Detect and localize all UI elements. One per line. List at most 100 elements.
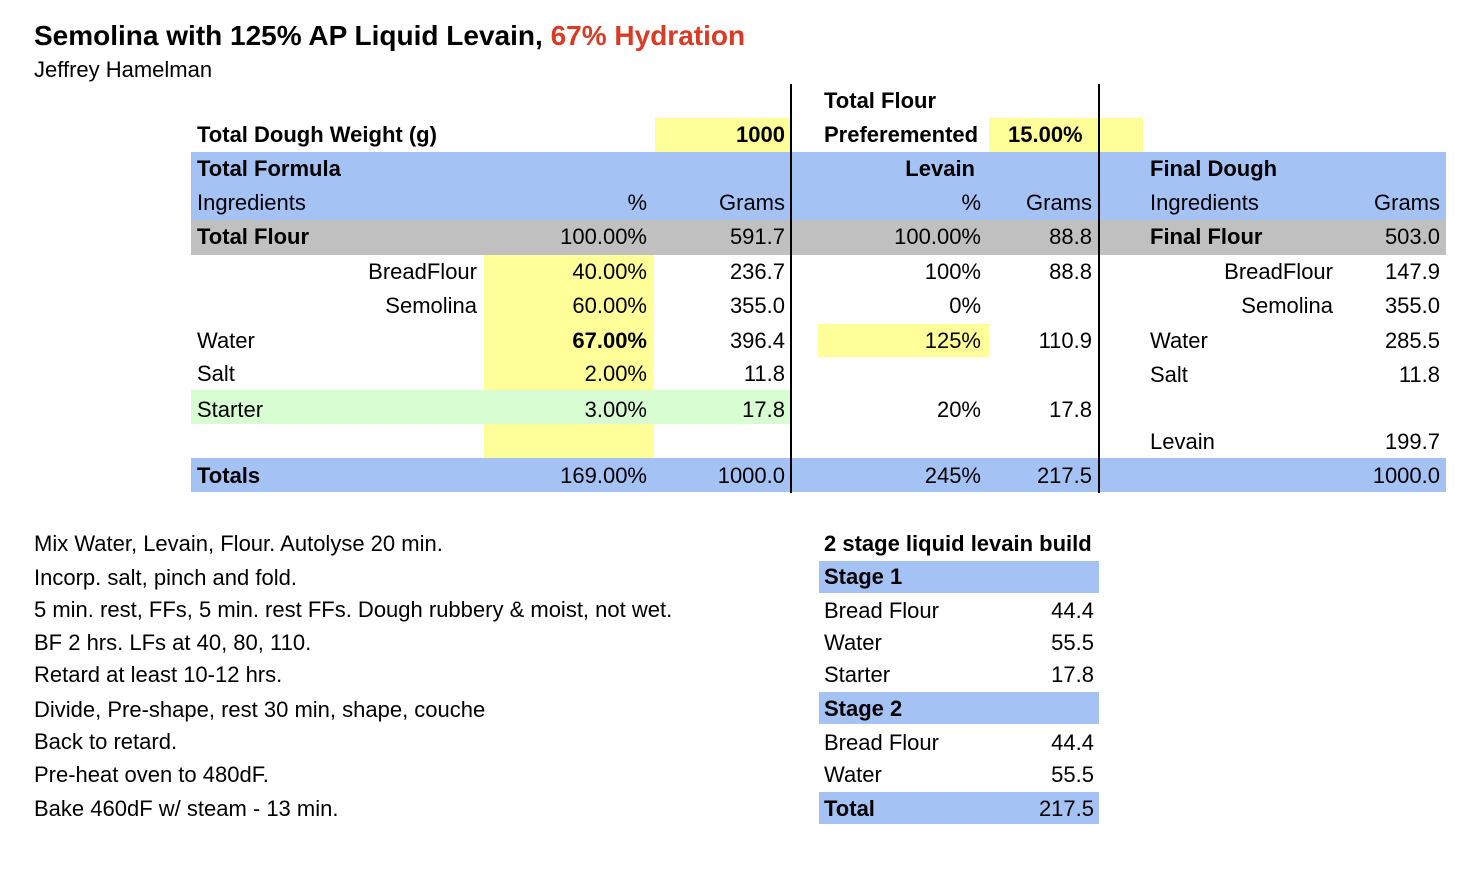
tf-grams: 11.8 xyxy=(743,361,785,386)
tf-pct[interactable]: 2.00% xyxy=(584,361,647,386)
build-value: 55.5 xyxy=(1051,762,1094,787)
dough-weight-input-bg xyxy=(655,118,790,152)
instruction-step: BF 2 hrs. LFs at 40, 80, 110. xyxy=(34,630,312,655)
instruction-step: Back to retard. xyxy=(34,729,178,754)
tf-pct[interactable]: 67.00% xyxy=(572,328,647,353)
build-row: Water 55.5 xyxy=(824,759,1094,791)
fd-grams: 285.5 xyxy=(1384,328,1440,353)
header-band xyxy=(191,152,1446,220)
build-total-value: 217.5 xyxy=(1038,796,1094,821)
totals-band xyxy=(191,458,1446,492)
fd-name: Levain xyxy=(1150,429,1215,454)
total-flour-band xyxy=(191,220,1446,255)
lv-pct: 20% xyxy=(936,397,981,422)
divider-levain xyxy=(790,84,792,493)
page-title: Semolina with 125% AP Liquid Levain, 67%… xyxy=(34,18,745,54)
dough-weight-value[interactable]: 1000 xyxy=(736,122,785,147)
lv-grams: 17.8 xyxy=(1049,397,1092,422)
final-col-grams: Grams xyxy=(1374,190,1440,215)
fd-grams: 199.7 xyxy=(1384,429,1440,454)
tf-pct: 100.00% xyxy=(560,224,647,249)
build-name: Bread Flour xyxy=(824,730,939,755)
tf-name: Water xyxy=(197,328,255,353)
levain-col-grams: Grams xyxy=(1026,190,1092,215)
hydration-title: 67% Hydration xyxy=(550,20,746,51)
tf-totals-grams: 1000.0 xyxy=(717,463,785,488)
fd-name: Water xyxy=(1150,328,1208,353)
tf-name: Total Flour xyxy=(197,224,310,249)
tf-name: Semolina xyxy=(385,293,477,318)
tf-pct[interactable]: 60.00% xyxy=(572,293,647,318)
total-formula-title: Total Formula xyxy=(197,156,341,181)
lv-grams: 88.8 xyxy=(1049,224,1092,249)
lv-pct[interactable]: 125% xyxy=(924,328,981,353)
build-row: Water 55.5 xyxy=(824,627,1094,659)
build-value: 17.8 xyxy=(1051,662,1094,687)
prefermented-label-1: Total Flour xyxy=(824,88,937,113)
build-total-label: Total xyxy=(824,796,875,821)
fd-name: BreadFlour xyxy=(1224,259,1333,284)
tf-grams: 17.8 xyxy=(742,397,785,422)
tf-grams: 236.7 xyxy=(729,259,785,284)
fd-totals-grams: 1000.0 xyxy=(1372,463,1440,488)
recipe-title: Semolina with 125% AP Liquid Levain, xyxy=(34,20,543,51)
build-row: Bread Flour 44.4 xyxy=(824,727,1094,759)
fd-grams: 147.9 xyxy=(1384,259,1440,284)
tf-totals-pct: 169.00% xyxy=(560,463,647,488)
lv-grams: 88.8 xyxy=(1049,259,1092,284)
levain-col-pct: % xyxy=(961,190,981,215)
levain-title: Levain xyxy=(905,156,975,181)
total-band xyxy=(819,792,1099,824)
instruction-step: Incorp. salt, pinch and fold. xyxy=(34,565,297,590)
lv-totals-pct: 245% xyxy=(924,463,981,488)
empty-input-bg xyxy=(484,424,654,458)
prefermented-label-2: Preferemented xyxy=(824,122,979,147)
build-total-row: Total 217.5 xyxy=(824,793,1094,825)
tf-grams: 396.4 xyxy=(729,328,785,353)
build-name: Water xyxy=(824,630,882,655)
tf-grams: 355.0 xyxy=(729,293,785,318)
build-value: 44.4 xyxy=(1051,598,1094,623)
build-value: 44.4 xyxy=(1051,730,1094,755)
fd-name: Semolina xyxy=(1241,293,1333,318)
lv-grams: 110.9 xyxy=(1038,328,1092,353)
col-grams: Grams xyxy=(719,190,785,215)
author: Jeffrey Hamelman xyxy=(34,57,213,82)
col-ingredients: Ingredients xyxy=(197,190,306,215)
levain-hydration-input-bg xyxy=(818,324,989,357)
stage1-band xyxy=(819,561,1099,593)
dough-weight-label: Total Dough Weight (g) xyxy=(197,122,437,147)
prefermented-value[interactable]: 15.00% xyxy=(1008,122,1083,147)
build-value: 55.5 xyxy=(1051,630,1094,655)
build-name: Water xyxy=(824,762,882,787)
tf-totals-name: Totals xyxy=(197,463,261,488)
instruction-step: Retard at least 10-12 hrs. xyxy=(34,662,283,687)
instruction-step: Mix Water, Levain, Flour. Autolyse 20 mi… xyxy=(34,531,443,556)
col-pct: % xyxy=(627,190,647,215)
build-name: Starter xyxy=(824,662,891,687)
instruction-step: Divide, Pre-shape, rest 30 min, shape, c… xyxy=(34,697,486,722)
tf-pct[interactable]: 40.00% xyxy=(572,259,647,284)
build-row: Starter 17.8 xyxy=(824,659,1094,691)
stage2-band xyxy=(819,692,1099,724)
tf-grams: 591.7 xyxy=(729,224,785,249)
levain-build-title: 2 stage liquid levain build xyxy=(824,531,1092,556)
instruction-step: 5 min. rest, FFs, 5 min. rest FFs. Dough… xyxy=(34,597,673,622)
final-col-ingredients: Ingredients xyxy=(1150,190,1259,215)
final-dough-title: Final Dough xyxy=(1150,156,1278,181)
lv-pct: 100% xyxy=(924,259,981,284)
fd-grams: 355.0 xyxy=(1384,293,1440,318)
divider-final xyxy=(1098,84,1100,493)
lv-pct: 0% xyxy=(949,293,981,318)
tf-name: Salt xyxy=(197,361,235,386)
instruction-step: Bake 460dF w/ steam - 13 min. xyxy=(34,796,339,821)
pct-input-bg xyxy=(484,255,654,390)
build-row: Bread Flour 44.4 xyxy=(824,595,1094,627)
instruction-step: Pre-heat oven to 480dF. xyxy=(34,762,269,787)
build-name: Bread Flour xyxy=(824,598,939,623)
lv-totals-grams: 217.5 xyxy=(1036,463,1092,488)
fd-name: Salt xyxy=(1150,362,1188,387)
stage1-label: Stage 1 xyxy=(824,564,903,589)
tf-pct[interactable]: 3.00% xyxy=(584,397,647,422)
fd-grams: 503.0 xyxy=(1384,224,1440,249)
